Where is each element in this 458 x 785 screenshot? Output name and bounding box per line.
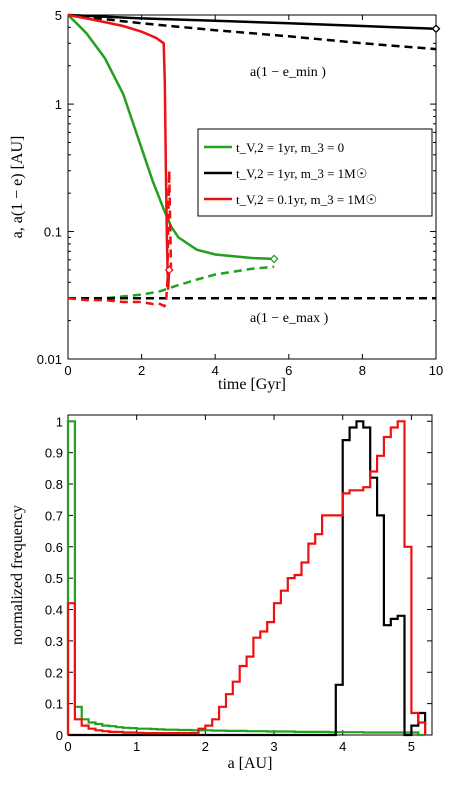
annotation-e-max: a(1 − e_max )	[250, 311, 329, 326]
x-tick-label: 5	[408, 739, 415, 754]
x-tick-label: 3	[270, 739, 277, 754]
x-axis-label: a [AU]	[228, 755, 273, 772]
y-tick-label: 0.3	[45, 634, 63, 649]
legend: t_V,2 = 1yr, m_3 = 0 t_V,2 = 1yr, m_3 = …	[197, 128, 433, 217]
endpoint-marker	[164, 265, 174, 275]
x-tick-label: 2	[202, 739, 209, 754]
x-tick-label: 10	[429, 363, 443, 378]
annotation-e-min: a(1 − e_min )	[250, 65, 326, 80]
x-tick-label: 0	[64, 739, 71, 754]
y-tick-label: 0.1	[44, 225, 62, 240]
y-tick-label: 0.9	[45, 446, 63, 461]
y-tick-label: 1	[55, 97, 62, 112]
y-axis-label: a, a(1 − e) [AU]	[9, 136, 26, 239]
x-tick-label: 0	[64, 363, 71, 378]
series-line-0	[67, 14, 275, 261]
histogram-series-1	[68, 420, 427, 737]
y-tick-label: 0.4	[45, 603, 63, 618]
histogram-series-2	[66, 420, 427, 735]
series-line-2	[67, 13, 437, 31]
histogram-series-0	[66, 420, 426, 737]
y-tick-label: 0.6	[45, 540, 63, 555]
series-line-3	[67, 13, 437, 51]
y-tick-label: 0.5	[45, 571, 63, 586]
legend-entry-black: t_V,2 = 1yr, m_3 = 1M☉	[236, 166, 367, 181]
y-tick-label: 1	[56, 414, 63, 429]
x-tick-label: 8	[359, 363, 366, 378]
y-tick-label: 0.1	[45, 697, 63, 712]
y-tick-label: 0.7	[45, 508, 63, 523]
x-tick-label: 6	[285, 363, 292, 378]
legend-entry-red: t_V,2 = 0.1yr, m_3 = 1M☉	[236, 192, 377, 207]
plot-frame	[67, 14, 437, 360]
y-tick-label: 0.01	[37, 352, 62, 367]
x-tick-label: 4	[339, 739, 346, 754]
series-line-5	[67, 13, 171, 290]
y-tick-label: 0	[56, 728, 63, 743]
x-tick-label: 1	[133, 739, 140, 754]
endpoint-marker	[431, 24, 441, 34]
legend-box	[197, 128, 433, 217]
chart-top-orbital-evolution: 0 2 4 6 8 10 0.01 0.1 1 5 time [Gyr] a, a(1 − e) …	[9, 8, 443, 393]
y-tick-label: 0.8	[45, 477, 63, 492]
series-line-1	[68, 265, 275, 300]
y-axis-label: normalized frequency	[9, 505, 26, 645]
series-line-6	[67, 170, 173, 308]
x-axis-label: time [Gyr]	[218, 376, 286, 393]
x-tick-label: 4	[212, 363, 219, 378]
legend-entry-green: t_V,2 = 1yr, m_3 = 0	[236, 140, 344, 155]
y-tick-label: 5	[55, 8, 62, 23]
chart-bottom-histogram: 0 1 2 3 4 5 0 0.1 0.2 0.3 0.4 0.5 0.6 0.7 0.8 0.9 1 a [A…	[9, 414, 433, 772]
y-tick-label: 0.2	[45, 665, 63, 680]
endpoint-marker	[269, 254, 279, 264]
x-tick-label: 2	[138, 363, 145, 378]
